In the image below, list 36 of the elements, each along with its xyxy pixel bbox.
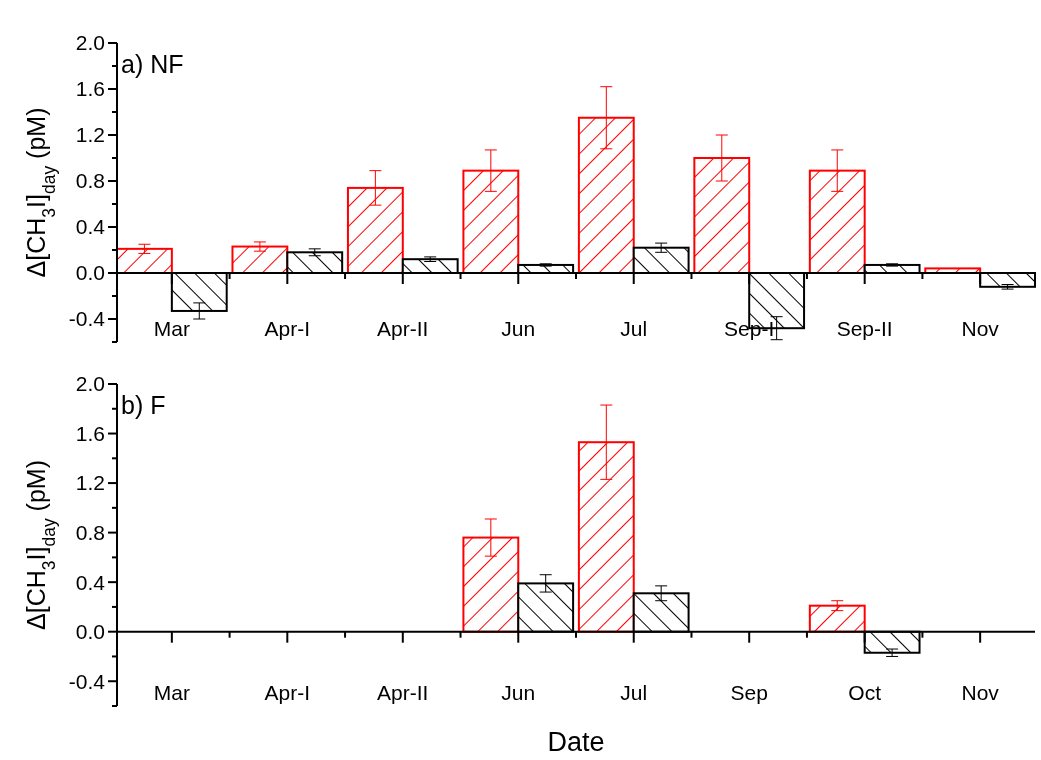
x-tick-label: Mar xyxy=(153,317,190,340)
y-tick-label: 0.4 xyxy=(75,570,106,594)
x-tick-label: Jul xyxy=(620,681,648,704)
y-tick-label: 2.0 xyxy=(75,31,105,55)
x-tick-label: Apr-II xyxy=(377,681,429,704)
x-tick-label: Jun xyxy=(501,317,536,340)
x-tick-label: Jul xyxy=(620,317,648,340)
x-tick-label: Sep xyxy=(730,681,768,704)
y-tick-label: 0.0 xyxy=(75,261,105,285)
x-tick-label: Apr-II xyxy=(377,317,429,340)
x-tick-label: Sep-II xyxy=(836,317,893,340)
bar xyxy=(808,604,866,633)
x-tick-label: Mar xyxy=(153,681,190,704)
y-tick-label: -0.4 xyxy=(68,307,106,331)
y-tick-label: -0.4 xyxy=(68,669,106,693)
y-tick-label: 0.8 xyxy=(75,520,105,544)
bar xyxy=(231,245,289,274)
y-tick-label: 1.6 xyxy=(75,421,105,445)
y-tick-label: 0.4 xyxy=(75,215,106,239)
bar xyxy=(116,247,173,274)
y-tick-label: 1.2 xyxy=(75,123,105,147)
x-tick-label: Nov xyxy=(961,317,1000,340)
x-tick-label: Apr-I xyxy=(264,681,311,704)
y-tick-label: 2.0 xyxy=(75,372,105,396)
x-tick-label: Sep-I xyxy=(724,317,775,340)
y-tick-label: 0.8 xyxy=(75,169,105,193)
x-axis-title: Date xyxy=(547,727,605,757)
x-tick-label: Oct xyxy=(848,681,882,704)
x-tick-label: Apr-I xyxy=(264,317,311,340)
x-tick-label: Jun xyxy=(501,681,536,704)
x-tick-label: Nov xyxy=(961,681,1000,704)
y-tick-label: 0.0 xyxy=(75,620,105,644)
y-tick-label: 1.6 xyxy=(75,77,105,101)
annotation: a) NF xyxy=(121,50,184,78)
annotation: b) F xyxy=(121,391,166,419)
y-tick-label: 1.2 xyxy=(75,471,105,495)
